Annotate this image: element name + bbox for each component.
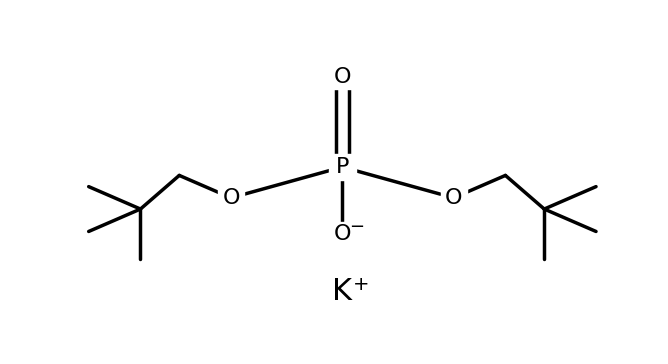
Text: O: O: [222, 188, 240, 208]
Bar: [218, 187, 244, 209]
Text: O: O: [445, 188, 462, 208]
Bar: [329, 66, 355, 88]
Text: O: O: [333, 224, 351, 244]
Text: K: K: [333, 277, 352, 306]
Text: O: O: [333, 67, 351, 87]
Text: +: +: [353, 275, 369, 294]
Bar: [329, 154, 356, 179]
Bar: [441, 187, 467, 209]
Bar: [323, 222, 362, 247]
Text: P: P: [335, 157, 349, 177]
Text: −: −: [349, 218, 365, 236]
